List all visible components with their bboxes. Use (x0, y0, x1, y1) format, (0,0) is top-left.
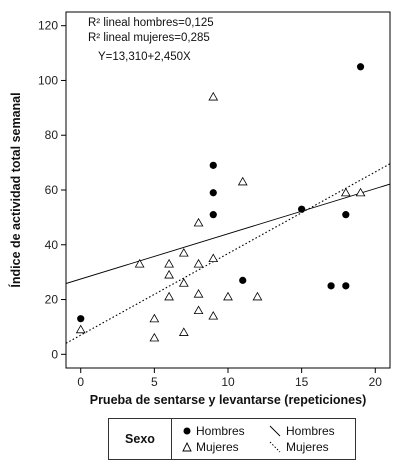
dotted-line-icon (269, 441, 281, 453)
y-tick-label: 100 (38, 73, 58, 87)
x-tick-label: 5 (151, 375, 158, 389)
point-mujeres (178, 278, 189, 287)
point-hombres (209, 211, 217, 219)
annotation: R² lineal mujeres=0,285 (88, 32, 210, 44)
x-axis-title: Prueba de sentarse y levantarse (repetic… (90, 393, 367, 407)
fit-line-hombres (66, 183, 390, 284)
point-hombres (77, 315, 85, 323)
point-hombres (342, 211, 350, 219)
point-mujeres (164, 291, 174, 301)
y-tick-label: 40 (45, 238, 59, 252)
annotation: R² lineal hombres=0,125 (88, 17, 214, 29)
x-tick-label: 15 (295, 375, 309, 389)
point-mujeres (252, 291, 263, 301)
point-mujeres (75, 324, 86, 334)
legend-title: Sexo (109, 419, 172, 459)
legend-label-mujeres-line: Mujeres (286, 440, 329, 454)
point-mujeres (237, 176, 248, 186)
solid-line-icon (269, 425, 281, 437)
point-hombres (209, 189, 217, 197)
point-mujeres (164, 258, 174, 268)
point-mujeres (134, 258, 145, 268)
legend-item-mujeres-points: Mujeres (182, 440, 239, 454)
legend-items: Hombres Mujeres Hombres Mujeres (172, 419, 355, 459)
x-tick-label: 0 (77, 375, 84, 389)
point-mujeres (223, 291, 233, 301)
point-mujeres (208, 91, 219, 101)
point-mujeres (193, 258, 204, 268)
y-tick-label: 0 (51, 347, 58, 361)
y-axis-title: Índice de actividad total semanal (8, 92, 23, 287)
point-mujeres (193, 305, 204, 315)
point-hombres (298, 205, 306, 213)
legend: Sexo Hombres Mujeres Hombres Mujeres (108, 418, 356, 460)
point-mujeres (149, 313, 160, 323)
y-tick-label: 120 (38, 19, 58, 33)
legend-item-hombres-points: Hombres (182, 424, 245, 438)
point-mujeres (355, 187, 366, 197)
point-hombres (342, 282, 350, 290)
open-triangle-icon (182, 442, 192, 452)
point-mujeres (340, 187, 351, 197)
y-tick-label: 20 (45, 293, 59, 307)
legend-label-hombres-line: Hombres (286, 424, 335, 438)
y-tick-label: 60 (45, 183, 59, 197)
point-mujeres (208, 310, 219, 320)
legend-item-hombres-line: Hombres (268, 424, 335, 438)
point-mujeres (178, 327, 189, 336)
x-tick-label: 20 (369, 375, 383, 389)
point-mujeres (149, 332, 160, 342)
point-mujeres (164, 269, 174, 279)
point-hombres (356, 63, 365, 71)
point-mujeres (178, 247, 189, 257)
filled-circle-icon (183, 427, 191, 435)
annotation: Y=13,310+2,450X (98, 51, 191, 63)
point-mujeres (193, 217, 204, 227)
legend-item-mujeres-line: Mujeres (268, 440, 329, 454)
x-tick-label: 10 (221, 375, 235, 389)
point-mujeres (208, 253, 219, 263)
legend-label-hombres-points: Hombres (196, 424, 245, 438)
legend-label-mujeres-points: Mujeres (196, 440, 239, 454)
point-hombres (209, 161, 217, 169)
fit-line-mujeres (66, 163, 390, 344)
plot-frame (65, 11, 391, 369)
point-hombres (239, 276, 247, 284)
y-tick-label: 80 (45, 128, 59, 142)
point-hombres (327, 282, 335, 290)
point-mujeres (193, 289, 204, 298)
